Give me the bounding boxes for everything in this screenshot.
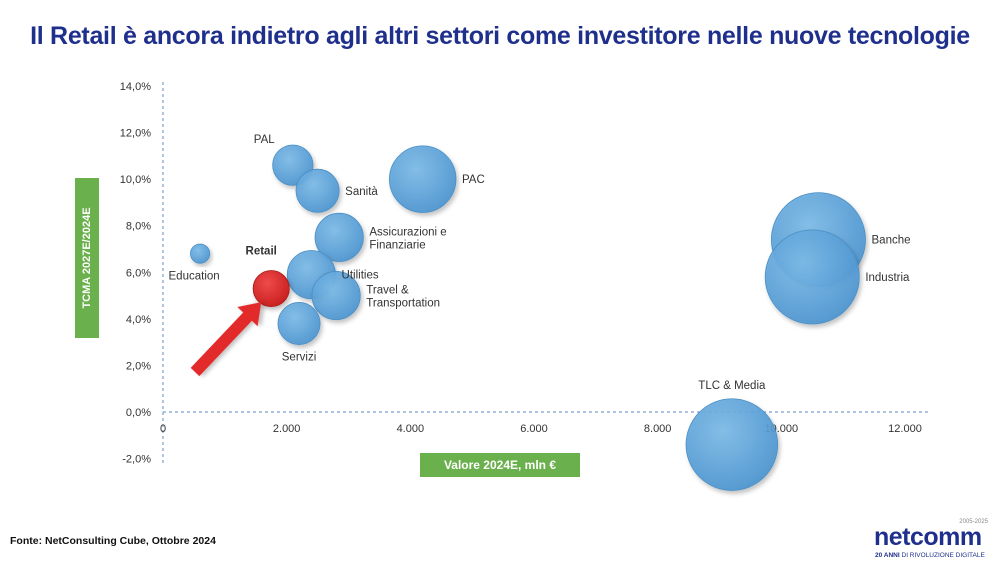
bubble-label: Servizi bbox=[282, 352, 317, 364]
y-tick-label: 4,0% bbox=[126, 314, 151, 326]
chart-title: Il Retail è ancora indietro agli altri s… bbox=[30, 22, 970, 50]
x-tick-label: 8.000 bbox=[644, 423, 672, 435]
y-tick-label: 8,0% bbox=[126, 221, 151, 233]
logo-years: 2005-2025 bbox=[959, 519, 988, 525]
bubble-travel-transportation bbox=[311, 271, 361, 321]
y-tick-label: -2,0% bbox=[122, 454, 151, 466]
x-tick-label: 0 bbox=[160, 423, 166, 435]
x-tick-label: 6.000 bbox=[520, 423, 548, 435]
source-note: Fonte: NetConsulting Cube, Ottobre 2024 bbox=[10, 535, 216, 547]
bubbles bbox=[190, 144, 866, 491]
x-axis-label-box: Valore 2024E, mln € bbox=[420, 453, 580, 477]
bubble-label: Education bbox=[169, 270, 220, 282]
logo-tagline-rest: DI RIVOLUZIONE DIGITALE bbox=[899, 552, 985, 559]
bubble-tlc-media bbox=[685, 398, 779, 491]
bubble-label: Retail bbox=[246, 246, 277, 258]
y-axis-label: TCMA 2027E/2024E bbox=[81, 207, 93, 309]
y-tick-label: 2,0% bbox=[126, 360, 151, 372]
y-tick-label: 6,0% bbox=[126, 267, 151, 279]
bubble-sanit bbox=[295, 168, 340, 213]
x-tick-label: 12.000 bbox=[888, 423, 922, 435]
bubble-industria bbox=[764, 229, 860, 325]
bubble-label: PAL bbox=[254, 134, 275, 146]
bubble-label: Travel & Transportation bbox=[366, 285, 440, 310]
bubble-retail bbox=[252, 270, 290, 308]
bubble-label: Sanità bbox=[345, 186, 378, 198]
y-tick-label: 10,0% bbox=[120, 174, 151, 186]
x-axis-label: Valore 2024E, mln € bbox=[443, 458, 557, 472]
bubble-label: Banche bbox=[872, 235, 911, 247]
retail-arrow bbox=[190, 302, 262, 377]
x-tick-label: 2.000 bbox=[273, 423, 301, 435]
bubble-pac bbox=[389, 145, 457, 213]
logo-tagline-bold: 20 ANNI bbox=[875, 552, 900, 559]
netcomm-logo: 2005-2025 netcomm 20 ANNI DI RIVOLUZIONE… bbox=[872, 519, 994, 561]
y-axis-label-box: TCMA 2027E/2024E bbox=[75, 178, 99, 338]
bubble-label: Industria bbox=[865, 272, 910, 284]
bubble-label: TLC & Media bbox=[698, 380, 766, 392]
x-tick-label: 4.000 bbox=[397, 423, 425, 435]
bubble-education bbox=[190, 243, 211, 264]
y-tick-label: 0,0% bbox=[126, 407, 151, 419]
y-tick-label: 14,0% bbox=[120, 81, 151, 93]
logo-wordmark: netcomm bbox=[874, 523, 982, 551]
axes bbox=[162, 82, 930, 465]
bubble-servizi bbox=[277, 302, 321, 345]
bubble-label: Utilities bbox=[342, 270, 379, 282]
bubble-labels: PAL Sanità PAC Assicurazioni e Finanziarie Ed… bbox=[169, 134, 911, 392]
bubble-label: PAC bbox=[462, 174, 485, 186]
retail-arrow-shape bbox=[190, 302, 262, 377]
bubble-assicurazioni-e-finanziarie bbox=[314, 212, 364, 262]
logo-tagline: 20 ANNI DI RIVOLUZIONE DIGITALE bbox=[875, 552, 985, 559]
bubble-label: Assicurazioni e Finanziarie bbox=[369, 226, 446, 251]
y-tick-label: 12,0% bbox=[120, 128, 151, 140]
